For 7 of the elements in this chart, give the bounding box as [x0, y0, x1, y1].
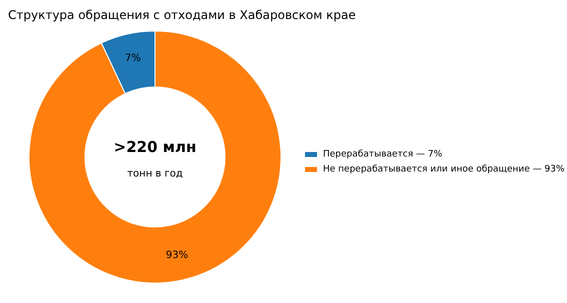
data-label: 7%: [125, 52, 141, 64]
legend-label: Не перерабатывается или иное обращение — 93%: [323, 164, 565, 174]
text: >220 млн: [114, 138, 196, 156]
data-label: 93%: [166, 250, 188, 262]
text: тонн в год: [127, 168, 183, 180]
legend-label: Перерабатывается — 7%: [323, 150, 443, 160]
chart-title: Структура обращения с отходами в Хабаровском крае: [8, 8, 356, 22]
